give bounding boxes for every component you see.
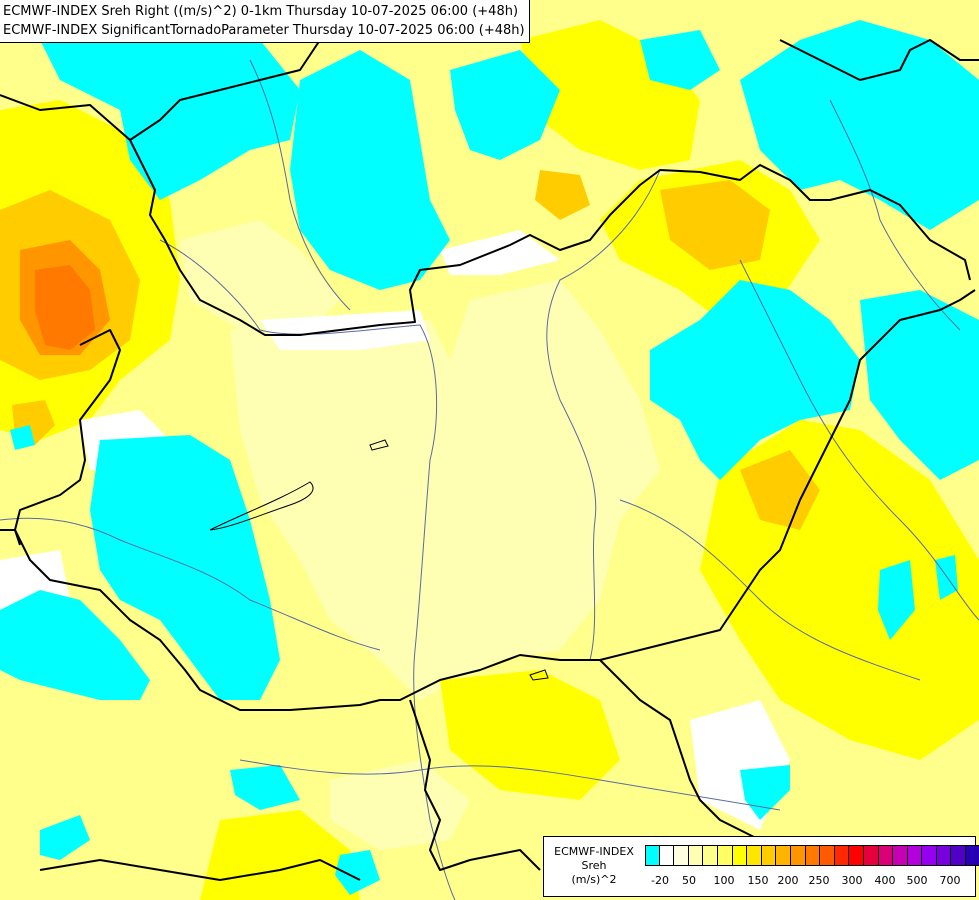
legend-name: ECMWF-INDEX Sreh (m/s)^2 — [544, 845, 644, 887]
legend-swatch-10 — [790, 845, 806, 866]
legend-swatch-8 — [761, 845, 777, 866]
legend-swatch-11 — [805, 845, 821, 866]
color-legend: ECMWF-INDEX Sreh (m/s)^2 -20 50 100 150 200 2… — [543, 836, 979, 897]
legend-swatch-1 — [659, 845, 675, 866]
legend-swatch-7 — [747, 845, 762, 866]
cyan-zone-bottom-center — [335, 850, 380, 895]
river-tisza — [546, 169, 661, 661]
border-west — [14, 289, 976, 711]
legend-swatch-15 — [863, 845, 879, 866]
legend-tick-9: 700 — [939, 874, 961, 887]
lake-tiny — [529, 669, 549, 681]
map-title-line1: ECMWF-INDEX Sreh Right ((m/s)^2) 0-1km T… — [3, 4, 519, 19]
lakes — [209, 439, 549, 681]
legend-swatch-0 — [645, 845, 660, 866]
legend-swatch-9 — [776, 845, 791, 866]
legend-swatch-12 — [820, 845, 835, 866]
dark-orange-core — [35, 265, 95, 350]
border-south — [599, 659, 761, 841]
border-top-right — [779, 39, 979, 81]
legend-swatch-2 — [674, 845, 689, 866]
cyan-zone-northwest — [40, 0, 300, 200]
river-west — [0, 517, 381, 651]
legend-swatch-21 — [951, 845, 967, 866]
lake-balaton — [209, 481, 314, 531]
river-south — [239, 759, 781, 811]
border-bottom — [39, 859, 361, 881]
legend-tick-1: 50 — [682, 874, 696, 887]
river-northeast — [829, 99, 961, 331]
gold-zone-east — [660, 180, 770, 270]
legend-swatches — [645, 845, 979, 866]
legend-tick-6: 300 — [841, 874, 863, 887]
border-southwest — [409, 699, 541, 871]
river-se — [619, 499, 921, 681]
cyan-zone-east-small — [878, 560, 915, 640]
pale-zone-north — [180, 220, 340, 330]
legend-model: ECMWF-INDEX — [554, 845, 634, 858]
legend-swatch-14 — [849, 845, 864, 866]
cyan-zone-top-right — [640, 30, 720, 90]
map-title-line2: ECMWF-INDEX SignificantTornadoParameter … — [3, 23, 525, 38]
cyan-zone-south-west — [230, 765, 300, 810]
rivers — [0, 59, 979, 900]
legend-tick-0: -20 — [651, 874, 669, 887]
legend-swatch-19 — [922, 845, 937, 866]
legend-tick-4: 200 — [777, 874, 799, 887]
gold-zone-southeast — [740, 450, 820, 530]
pale-zone-central — [230, 280, 660, 700]
legend-swatch-3 — [688, 845, 704, 866]
legend-swatch-18 — [907, 845, 923, 866]
legend-swatch-17 — [893, 845, 908, 866]
pale-zone-south — [330, 760, 470, 850]
legend-swatch-4 — [703, 845, 718, 866]
white-zone-4 — [440, 230, 560, 275]
legend-unit: (m/s)^2 — [571, 873, 617, 886]
border-left-spur — [0, 529, 21, 546]
cyan-zone-west-large — [90, 435, 280, 700]
legend-tick-7: 400 — [874, 874, 896, 887]
cyan-zone-small-left — [10, 425, 35, 450]
cyan-zone-north2 — [450, 50, 560, 160]
cyan-zone-east-tiny — [935, 555, 958, 600]
map-title-box: ECMWF-INDEX Sreh Right ((m/s)^2) 0-1km T… — [0, 0, 530, 43]
legend-swatch-13 — [834, 845, 850, 866]
cyan-zone-southwest — [0, 590, 150, 700]
legend-ticks: -20 50 100 150 200 250 300 400 500 700 — [645, 874, 975, 888]
legend-swatch-20 — [936, 845, 952, 866]
legend-tick-2: 100 — [713, 874, 735, 887]
river-east — [739, 259, 979, 621]
river-danube — [159, 239, 456, 900]
legend-tick-5: 250 — [808, 874, 830, 887]
legend-swatch-5 — [717, 845, 733, 866]
cyan-zone-east — [650, 280, 860, 480]
cyan-zone-far-east — [860, 290, 979, 480]
lake-small — [369, 439, 389, 451]
legend-tick-8: 500 — [906, 874, 928, 887]
cyan-zone-bottom-left — [40, 815, 90, 860]
river-north — [249, 59, 351, 311]
legend-swatch-22 — [966, 845, 979, 866]
border-north — [0, 94, 971, 336]
legend-swatch-16 — [878, 845, 894, 866]
legend-tick-3: 150 — [747, 874, 769, 887]
cyan-zone-south — [740, 765, 790, 820]
legend-swatch-6 — [732, 845, 748, 866]
legend-parameter: Sreh — [581, 859, 607, 872]
gold-zone-top — [535, 170, 590, 220]
yellow-zone-south-center — [440, 670, 620, 800]
cyan-zone-north — [290, 50, 450, 290]
cyan-zone-northeast — [740, 20, 979, 230]
